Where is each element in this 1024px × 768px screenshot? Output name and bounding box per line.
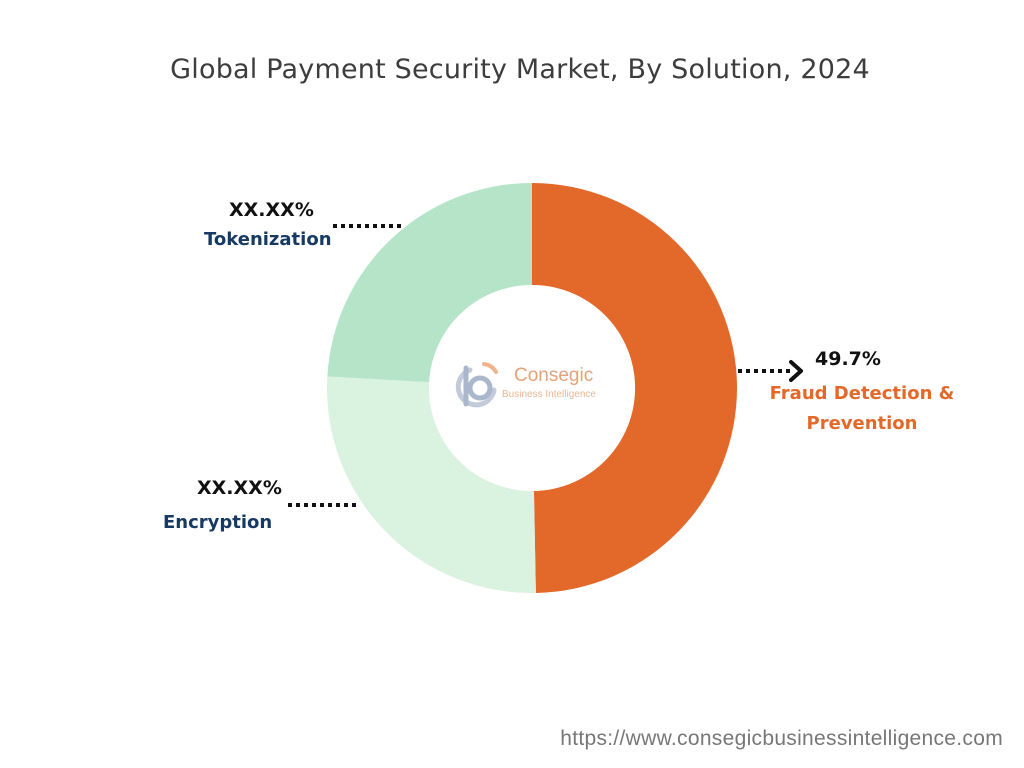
data-label-fraud-detection: 49.7% [815,348,881,370]
consegic-logo-icon [455,362,498,408]
logo-name: Consegic [514,365,594,386]
category-label-tokenization: Tokenization [204,229,332,250]
source-url: https://www.consegicbusinessintelligence… [560,727,1003,750]
category-label-fraud-detection: Fraud Detection & Prevention [769,383,955,434]
watermark-logo: Consegic Business Intelligence [448,356,618,416]
slice-fraud-detection [532,183,737,593]
slice-tokenization [327,183,532,383]
donut-hole [429,285,635,491]
chart-title: Global Payment Security Market, By Solut… [170,54,870,85]
logo-tagline: Business Intelligence [502,389,596,400]
data-label-tokenization: XX.XX% [229,199,314,221]
slice-encryption [326,376,536,593]
data-label-encryption: XX.XX% [197,477,282,499]
category-label-encryption: Encryption [163,512,273,533]
leader-arrowhead-fraud-detection [789,360,803,382]
